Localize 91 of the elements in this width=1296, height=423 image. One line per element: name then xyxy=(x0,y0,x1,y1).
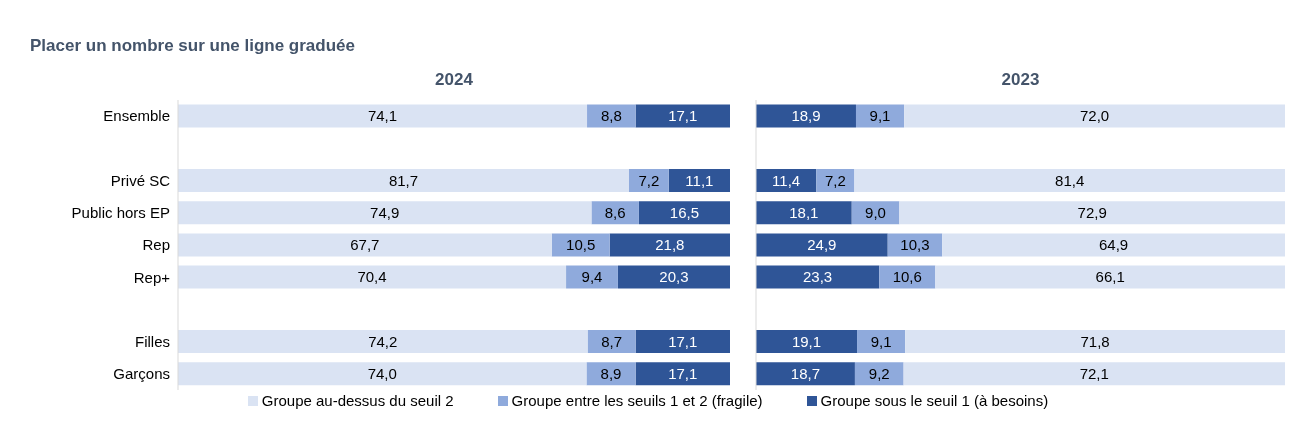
data-label: 9,1 xyxy=(869,107,891,125)
bar xyxy=(178,233,552,257)
data-label: 72,0 xyxy=(1079,107,1110,125)
data-label: 18,9 xyxy=(791,107,821,125)
data-label: 70,4 xyxy=(357,268,387,286)
bar xyxy=(899,201,1285,225)
bar xyxy=(635,330,730,354)
data-label: 64,9 xyxy=(1099,236,1129,254)
data-label: 74,2 xyxy=(368,332,398,350)
bar xyxy=(178,265,567,289)
data-label: 17,1 xyxy=(668,107,698,125)
data-label: 21,8 xyxy=(655,236,685,254)
bar xyxy=(178,168,629,192)
bar xyxy=(566,265,618,289)
bar xyxy=(178,201,592,225)
legend-label: Groupe entre les seuils 1 et 2 (fragile) xyxy=(511,392,763,409)
data-label: 8,6 xyxy=(604,203,626,221)
bar xyxy=(178,104,588,128)
legend-label: Groupe au-dessus du seuil 2 xyxy=(261,392,454,409)
bar xyxy=(178,362,587,386)
data-label: 8,7 xyxy=(601,332,623,350)
bar xyxy=(635,104,730,128)
bar xyxy=(854,168,1285,192)
bar xyxy=(628,168,669,192)
bar xyxy=(903,362,1285,386)
y-tick-label: Rep xyxy=(142,236,170,254)
data-label: 74,0 xyxy=(367,365,397,383)
data-label: 11,1 xyxy=(685,171,714,189)
data-label: 67,7 xyxy=(350,236,380,254)
bar xyxy=(586,362,636,386)
data-label: 10,5 xyxy=(566,236,596,254)
bar xyxy=(756,265,880,289)
data-label: 72,9 xyxy=(1077,203,1107,221)
data-label: 10,6 xyxy=(892,268,922,286)
chart-title: 2023 xyxy=(1000,70,1041,90)
bar xyxy=(756,330,858,354)
data-label: 74,1 xyxy=(367,107,398,125)
bar xyxy=(756,233,888,257)
data-label: 9,1 xyxy=(870,332,892,350)
data-label: 66,1 xyxy=(1095,268,1125,286)
data-label: 17,1 xyxy=(668,332,698,350)
chart-title: 2024 xyxy=(434,70,474,90)
data-label: 20,3 xyxy=(659,268,689,286)
bar xyxy=(178,330,588,354)
legend-label: Groupe sous le seuil 1 (à besoins) xyxy=(820,392,1049,409)
y-tick-label: Public hors EP xyxy=(71,204,170,222)
y-tick-label: Garçons xyxy=(113,365,170,383)
bar xyxy=(587,330,636,354)
data-label: 81,7 xyxy=(388,171,419,189)
data-label: 9,2 xyxy=(868,365,890,383)
bar xyxy=(617,265,730,289)
y-tick-label: Ensemble xyxy=(103,107,170,125)
bar xyxy=(855,104,905,128)
bar xyxy=(638,201,730,225)
data-label: 8,8 xyxy=(600,107,622,125)
data-label: 18,1 xyxy=(789,203,819,221)
data-label: 74,9 xyxy=(370,203,400,221)
data-label: 9,0 xyxy=(865,203,886,221)
bar xyxy=(609,233,730,257)
data-label: 16,5 xyxy=(669,203,700,221)
data-label: 10,3 xyxy=(900,236,930,254)
bar xyxy=(756,104,856,128)
bar xyxy=(816,168,855,192)
bar xyxy=(857,330,906,354)
y-tick-label: Filles xyxy=(134,332,170,350)
data-label: 7,2 xyxy=(824,171,846,189)
data-label: 71,8 xyxy=(1080,332,1110,350)
bar xyxy=(935,265,1285,289)
bar xyxy=(756,362,855,386)
bar xyxy=(942,233,1285,257)
data-label: 19,1 xyxy=(791,332,822,350)
bar xyxy=(668,168,730,192)
bar xyxy=(591,201,639,225)
data-label: 18,7 xyxy=(790,365,821,383)
data-label: 9,4 xyxy=(581,268,603,286)
text: Placer un nombre sur une ligne graduée xyxy=(30,36,355,56)
data-label: 7,2 xyxy=(638,171,660,189)
bar xyxy=(904,104,1285,128)
y-tick-label: Rep+ xyxy=(133,268,171,286)
data-label: 11,4 xyxy=(772,171,801,189)
bar xyxy=(635,362,730,386)
data-label: 17,1 xyxy=(668,365,698,383)
bar xyxy=(905,330,1285,354)
y-tick-label: Privé SC xyxy=(110,171,171,189)
data-label: 24,9 xyxy=(807,236,837,254)
data-label: 81,4 xyxy=(1055,171,1085,189)
data-label: 23,3 xyxy=(803,268,833,286)
data-label: 72,1 xyxy=(1079,365,1109,383)
bar xyxy=(854,362,904,386)
data-label: 8,9 xyxy=(600,365,622,383)
bar xyxy=(756,201,852,225)
